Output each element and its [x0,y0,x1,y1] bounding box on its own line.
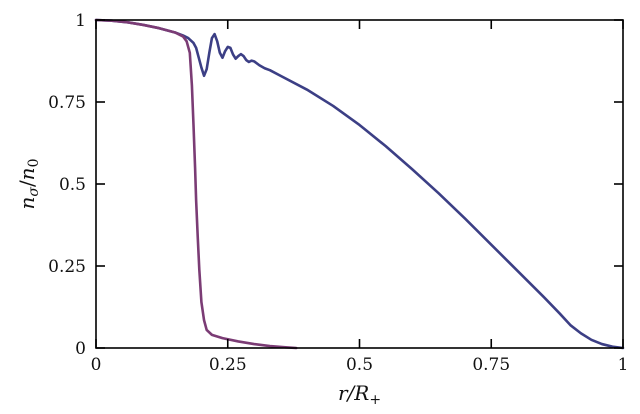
x-tick-label: 0.75 [472,355,510,375]
x-tick-label: 1 [618,355,629,375]
y-tick-label: 0.75 [48,93,86,113]
y-axis-label-numerator: n [15,197,39,210]
tick-labels-layer: 0 0.25 0.5 0.75 1 0 0.25 0.5 0.75 1 [48,11,628,375]
series-line-2 [94,18,298,350]
y-axis-label-numerator-sub: σ [26,187,42,197]
x-axis-label: r/R+ [338,381,381,408]
x-tick-label: 0.25 [209,355,247,375]
x-axis-label-sub: + [369,392,381,408]
ticks-layer [95,19,624,349]
x-axis-label-base: r/R [338,381,369,405]
y-tick-label: 0.25 [48,257,86,277]
series-line-1 [94,18,625,350]
y-axis-label-denominator-sub: 0 [26,158,42,167]
y-tick-label: 0.5 [59,175,86,195]
y-tick-label: 0 [75,339,86,359]
y-axis-label-slash: / [15,180,39,187]
x-tick-label: 0.5 [346,355,373,375]
y-axis-label-denominator: n [15,167,39,180]
y-axis-label: nσ/n0 [15,158,42,209]
x-tick-label: 0 [91,355,102,375]
y-tick-label: 1 [75,11,86,31]
series-layer [94,18,625,350]
